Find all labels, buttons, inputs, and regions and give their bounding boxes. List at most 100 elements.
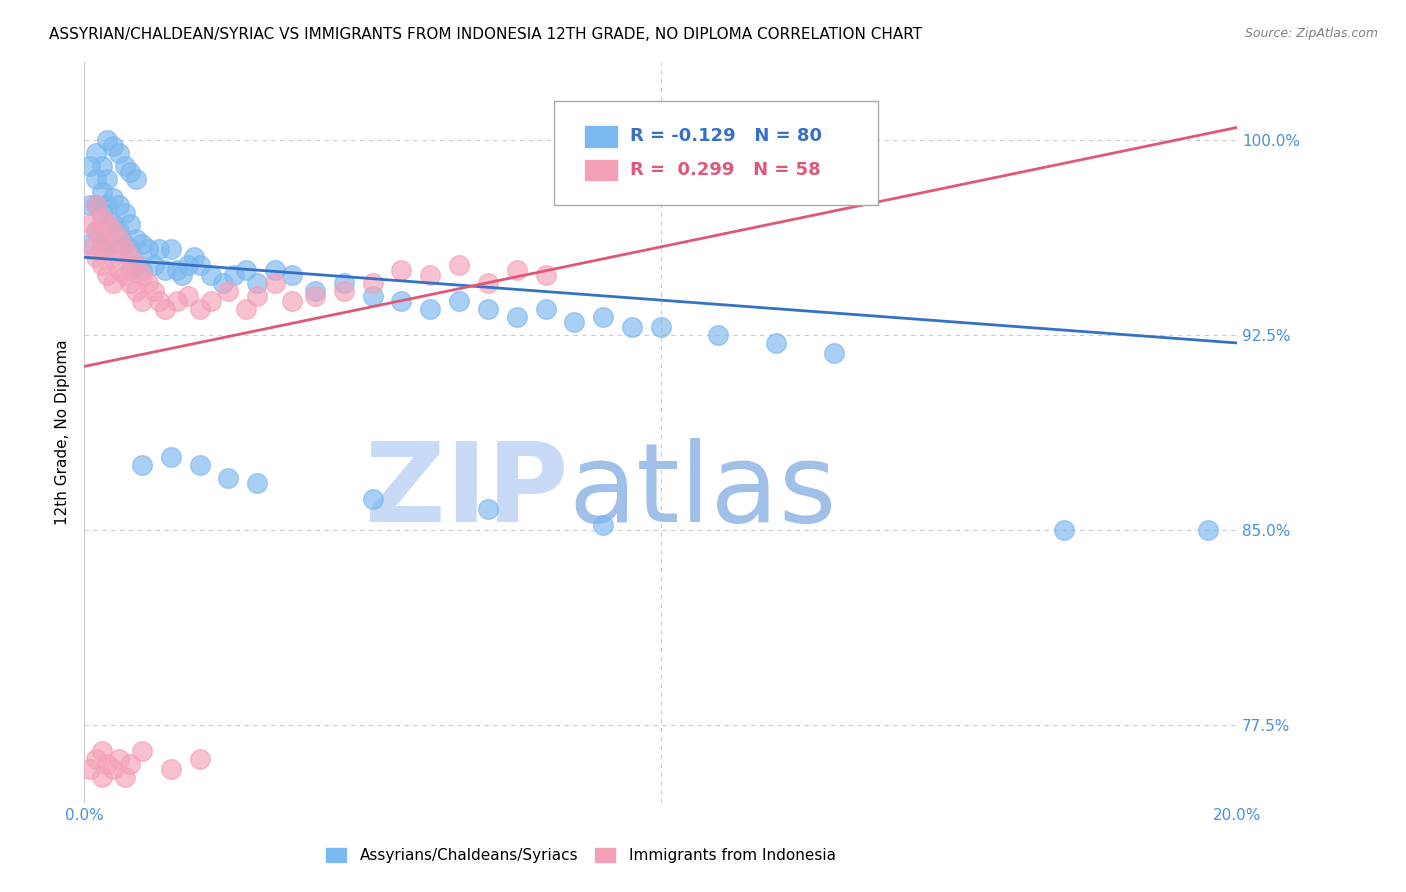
Point — [361, 277, 384, 291]
Point — [188, 302, 211, 317]
Point — [90, 186, 112, 200]
Point — [333, 284, 356, 298]
Point — [333, 277, 356, 291]
Point — [108, 224, 131, 238]
Point — [153, 263, 176, 277]
Point — [218, 284, 240, 298]
Point — [592, 310, 614, 324]
Point — [235, 302, 257, 317]
Point — [79, 217, 101, 231]
Point — [419, 268, 441, 283]
Point — [79, 159, 101, 173]
Point — [304, 289, 326, 303]
Point — [103, 138, 124, 153]
Point — [621, 320, 644, 334]
Point — [84, 146, 107, 161]
Point — [650, 320, 672, 334]
Point — [281, 268, 304, 283]
Point — [79, 243, 101, 257]
Point — [160, 243, 183, 257]
Point — [218, 471, 240, 485]
Point — [84, 224, 107, 238]
Point — [188, 258, 211, 272]
Point — [160, 450, 183, 465]
Point — [114, 206, 136, 220]
Point — [114, 770, 136, 784]
Point — [79, 762, 101, 776]
Point — [90, 258, 112, 272]
Point — [120, 243, 142, 257]
Point — [188, 751, 211, 765]
Point — [449, 294, 471, 309]
Point — [131, 237, 153, 252]
Point — [125, 284, 148, 298]
Point — [79, 198, 101, 212]
Point — [84, 224, 107, 238]
Point — [177, 289, 200, 303]
Point — [96, 243, 118, 257]
Point — [120, 164, 142, 178]
Point — [120, 263, 142, 277]
Point — [120, 277, 142, 291]
Point — [90, 159, 112, 173]
Point — [96, 756, 118, 771]
Point — [103, 250, 124, 264]
Point — [120, 217, 142, 231]
Point — [183, 250, 205, 264]
Legend: Assyrians/Chaldeans/Syriacs, Immigrants from Indonesia: Assyrians/Chaldeans/Syriacs, Immigrants … — [318, 841, 842, 869]
Point — [125, 172, 148, 186]
Point — [131, 263, 153, 277]
Point — [246, 277, 269, 291]
Point — [153, 302, 176, 317]
Point — [477, 277, 499, 291]
Point — [120, 756, 142, 771]
Text: ZIP: ZIP — [366, 438, 568, 545]
Point — [419, 302, 441, 317]
Point — [125, 232, 148, 246]
Point — [84, 250, 107, 264]
Point — [707, 328, 730, 343]
Point — [90, 232, 112, 246]
Point — [148, 243, 170, 257]
Point — [136, 243, 159, 257]
Point — [131, 458, 153, 472]
Point — [224, 268, 246, 283]
Point — [90, 206, 112, 220]
Text: R =  0.299   N = 58: R = 0.299 N = 58 — [630, 161, 821, 178]
Point — [142, 284, 165, 298]
Point — [120, 250, 142, 264]
Point — [172, 268, 194, 283]
Point — [108, 243, 131, 257]
Point — [477, 302, 499, 317]
Point — [103, 277, 124, 291]
Point — [114, 268, 136, 283]
Point — [79, 237, 101, 252]
Bar — [583, 159, 619, 181]
Point — [84, 198, 107, 212]
Point — [84, 751, 107, 765]
Point — [823, 346, 845, 360]
Point — [188, 458, 211, 472]
Point — [114, 243, 136, 257]
Point — [108, 146, 131, 161]
FancyBboxPatch shape — [554, 101, 877, 205]
Point — [96, 198, 118, 212]
Point — [96, 237, 118, 252]
Point — [96, 217, 118, 231]
Point — [263, 263, 285, 277]
Point — [108, 198, 131, 212]
Point — [96, 268, 118, 283]
Point — [534, 268, 557, 283]
Point — [200, 268, 222, 283]
Point — [131, 294, 153, 309]
Point — [103, 217, 124, 231]
Point — [765, 336, 787, 351]
Point — [142, 258, 165, 272]
Point — [131, 744, 153, 758]
Point — [131, 268, 153, 283]
Point — [125, 258, 148, 272]
Text: R = -0.129   N = 80: R = -0.129 N = 80 — [630, 128, 821, 145]
Point — [361, 491, 384, 506]
Point — [1053, 523, 1076, 537]
Point — [103, 224, 124, 238]
